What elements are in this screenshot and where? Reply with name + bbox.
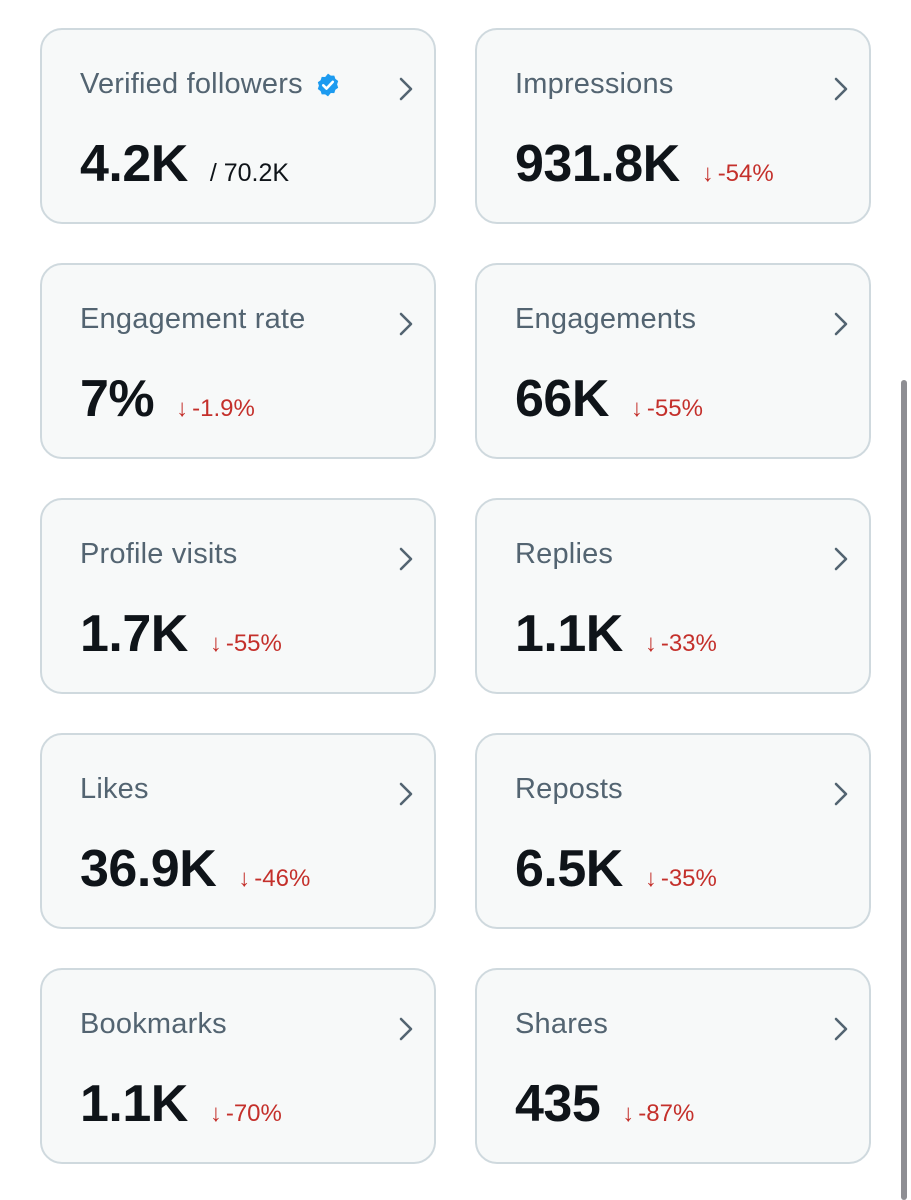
metric-value-row: 435 ↓ -87% (515, 1074, 694, 1134)
metric-value-row: 66K ↓ -55% (515, 369, 703, 429)
metric-card-engagements[interactable]: Engagements 66K ↓ -55% (475, 263, 871, 459)
arrow-down-icon: ↓ (644, 865, 657, 892)
chevron-right-icon[interactable] (396, 544, 416, 574)
metric-label-row: Profile visits (80, 538, 238, 571)
arrow-down-icon: ↓ (701, 160, 714, 187)
metric-card-profile-visits[interactable]: Profile visits 1.7K ↓ -55% (40, 498, 436, 694)
metric-card-reposts[interactable]: Reposts 6.5K ↓ -35% (475, 733, 871, 929)
metric-label: Engagements (515, 303, 697, 335)
metric-value-row: 931.8K ↓ -54% (515, 134, 774, 194)
arrow-down-icon: ↓ (630, 395, 643, 422)
arrow-down-icon: ↓ (622, 1100, 635, 1127)
chevron-right-icon[interactable] (396, 309, 416, 339)
metric-value: 7% (80, 370, 155, 428)
metric-label: Reposts (515, 773, 623, 805)
metric-change: ↓ -55% (210, 630, 282, 658)
metric-total: / 70.2K (209, 159, 290, 187)
metric-label: Shares (515, 1008, 609, 1040)
metric-value: 66K (515, 370, 609, 428)
arrow-down-icon: ↓ (176, 395, 189, 422)
metric-change-value: -33% (660, 630, 717, 657)
metric-label-row: Likes (80, 773, 149, 806)
metric-value: 6.5K (515, 840, 623, 898)
metric-value-row: 1.1K ↓ -70% (80, 1074, 282, 1134)
chevron-right-icon[interactable] (396, 1014, 416, 1044)
metric-change: ↓ -35% (645, 865, 717, 893)
metric-value: 435 (515, 1075, 601, 1133)
metric-value-row: 36.9K ↓ -46% (80, 839, 310, 899)
metric-change: ↓ -54% (702, 160, 774, 188)
metric-label-row: Impressions (515, 68, 674, 101)
metric-change-value: -87% (638, 1100, 695, 1127)
metric-change-value: -70% (225, 1100, 282, 1127)
metric-value: 1.1K (80, 1075, 188, 1133)
metric-change: ↓ -55% (631, 395, 703, 423)
metric-change: ↓ -87% (622, 1100, 694, 1128)
arrow-down-icon: ↓ (209, 630, 222, 657)
metric-label: Verified followers (80, 68, 303, 100)
metric-change: ↓ -1.9% (176, 395, 255, 423)
metric-label-row: Reposts (515, 773, 623, 806)
metric-label-row: Engagement rate (80, 303, 305, 336)
metric-label: Replies (515, 538, 614, 570)
chevron-right-icon[interactable] (831, 779, 851, 809)
chevron-right-icon[interactable] (831, 544, 851, 574)
metric-value-row: 1.1K ↓ -33% (515, 604, 717, 664)
metric-card-verified-followers[interactable]: Verified followers 4.2K / 70.2K (40, 28, 436, 224)
metric-value: 36.9K (80, 840, 217, 898)
metric-label: Engagement rate (80, 303, 306, 335)
metric-label: Likes (80, 773, 149, 805)
metric-value: 1.7K (80, 605, 188, 663)
metric-change-value: -54% (717, 160, 774, 187)
metric-card-engagement-rate[interactable]: Engagement rate 7% ↓ -1.9% (40, 263, 436, 459)
metric-value: 1.1K (515, 605, 623, 663)
metric-card-replies[interactable]: Replies 1.1K ↓ -33% (475, 498, 871, 694)
chevron-right-icon[interactable] (396, 74, 416, 104)
chevron-right-icon[interactable] (831, 1014, 851, 1044)
metric-change-value: -35% (660, 865, 717, 892)
metric-change: ↓ -70% (210, 1100, 282, 1128)
metric-value: 4.2K (80, 135, 188, 193)
metric-change-value: -1.9% (192, 395, 255, 422)
metric-label-row: Shares (515, 1008, 608, 1041)
metric-value: 931.8K (515, 135, 680, 193)
metric-change: ↓ -33% (645, 630, 717, 658)
metric-label-row: Engagements (515, 303, 696, 336)
metric-value-row: 1.7K ↓ -55% (80, 604, 282, 664)
arrow-down-icon: ↓ (238, 865, 251, 892)
scrollbar[interactable] (901, 380, 907, 1200)
chevron-right-icon[interactable] (831, 74, 851, 104)
metric-label: Profile visits (80, 538, 238, 570)
metric-change-value: -46% (254, 865, 311, 892)
metric-card-bookmarks[interactable]: Bookmarks 1.1K ↓ -70% (40, 968, 436, 1164)
metric-value-row: 4.2K / 70.2K (80, 134, 289, 194)
metric-change-value: -55% (646, 395, 703, 422)
metric-value-row: 7% ↓ -1.9% (80, 369, 255, 429)
metrics-grid: Verified followers 4.2K / 70.2K Impressi… (40, 28, 872, 1164)
metric-card-impressions[interactable]: Impressions 931.8K ↓ -54% (475, 28, 871, 224)
metric-label: Impressions (515, 68, 674, 100)
verified-badge-icon (317, 73, 339, 96)
metric-label-row: Bookmarks (80, 1008, 227, 1041)
metric-change-value: -55% (225, 630, 282, 657)
metric-label: Bookmarks (80, 1008, 227, 1040)
chevron-right-icon[interactable] (396, 779, 416, 809)
arrow-down-icon: ↓ (209, 1100, 222, 1127)
metric-change: ↓ -46% (238, 865, 310, 893)
metric-card-likes[interactable]: Likes 36.9K ↓ -46% (40, 733, 436, 929)
arrow-down-icon: ↓ (644, 630, 657, 657)
metric-label-row: Replies (515, 538, 613, 571)
chevron-right-icon[interactable] (831, 309, 851, 339)
metric-card-shares[interactable]: Shares 435 ↓ -87% (475, 968, 871, 1164)
metric-value-row: 6.5K ↓ -35% (515, 839, 717, 899)
metric-label-row: Verified followers (80, 68, 341, 101)
